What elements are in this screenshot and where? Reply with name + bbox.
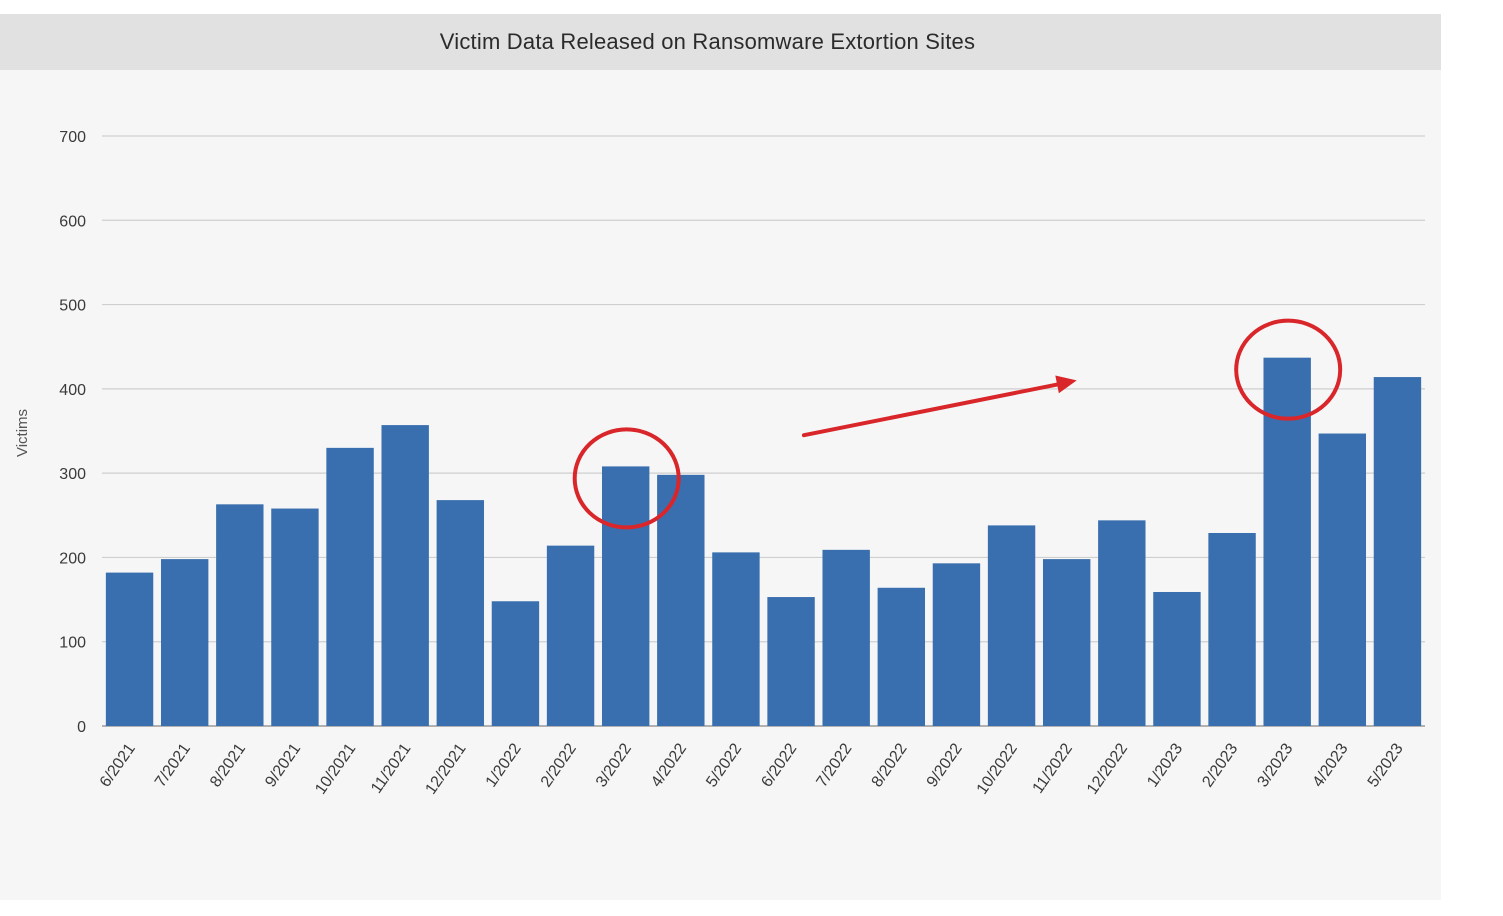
x-tick-label: 3/2023 (1254, 740, 1296, 790)
bar-3/2022 (601, 466, 650, 726)
x-tick-label: 10/2022 (974, 740, 1021, 797)
x-tick-label: 5/2023 (1365, 740, 1407, 790)
x-tick-label: 1/2023 (1144, 740, 1186, 790)
y-tick-label: 200 (59, 550, 86, 567)
bar-2/2023 (1208, 532, 1256, 726)
x-tick-label: 10/2021 (312, 740, 359, 797)
bar-11/2022 (1042, 559, 1091, 726)
x-tick-label: 11/2021 (368, 740, 414, 796)
x-tick-label: 7/2022 (813, 740, 855, 790)
x-tick-label: 3/2022 (593, 740, 635, 790)
x-tick-label: 8/2021 (207, 740, 249, 790)
x-tick-label: 7/2021 (152, 740, 194, 790)
x-tick-label: 9/2021 (262, 740, 304, 790)
bar-9/2021 (271, 508, 319, 726)
y-tick-label: 300 (59, 466, 86, 483)
bar-7/2021 (160, 559, 209, 726)
y-axis-label: Victims (14, 409, 31, 457)
bar-1/2023 (1153, 591, 1201, 726)
x-tick-label: 11/2022 (1030, 740, 1076, 796)
x-tick-label: 6/2021 (97, 740, 139, 790)
bar-12/2021 (436, 500, 485, 726)
y-tick-label: 100 (59, 635, 86, 652)
chart-title: Victim Data Released on Ransomware Extor… (439, 29, 976, 54)
y-tick-label: 500 (59, 298, 86, 315)
y-tick-label: 400 (59, 382, 86, 399)
bar-3/2023 (1263, 357, 1311, 726)
x-tick-label: 2/2023 (1199, 740, 1241, 790)
bar-7/2022 (822, 549, 870, 726)
x-tick-label: 4/2022 (648, 740, 690, 790)
x-tick-label: 12/2021 (422, 740, 469, 797)
bar-11/2021 (381, 425, 429, 726)
bar-8/2021 (216, 504, 264, 726)
y-tick-label: 700 (59, 129, 86, 146)
x-tick-label: 9/2022 (924, 740, 966, 790)
bar-2/2022 (546, 545, 595, 726)
bar-9/2022 (932, 563, 981, 726)
bar-4/2023 (1318, 433, 1367, 726)
trend-arrow-head (1055, 375, 1077, 394)
x-tick-label: 12/2022 (1084, 740, 1131, 797)
x-tick-label: 4/2023 (1310, 740, 1352, 790)
x-tick-label: 6/2022 (758, 740, 800, 790)
bar-1/2022 (491, 601, 540, 726)
highlight-circle (1234, 318, 1343, 421)
x-tick-label: 1/2022 (483, 740, 525, 790)
chart-panel: Victim Data Released on Ransomware Extor… (0, 14, 1441, 900)
x-tick-label: 2/2022 (538, 740, 580, 790)
bar-12/2022 (1098, 520, 1146, 726)
bar-5/2022 (712, 552, 760, 726)
bar-10/2022 (987, 525, 1036, 726)
bar-6/2022 (767, 597, 815, 726)
x-tick-label: 5/2022 (703, 740, 745, 790)
trend-arrow-shaft (801, 381, 1065, 438)
bar-4/2022 (657, 474, 705, 726)
chart-title-bar: Victim Data Released on Ransomware Extor… (0, 14, 1441, 70)
bar-5/2023 (1373, 377, 1422, 726)
bar-6/2021 (105, 572, 154, 726)
y-tick-label: 600 (59, 213, 86, 230)
y-tick-label: 0 (77, 719, 86, 736)
x-tick-label: 8/2022 (869, 740, 911, 790)
bar-10/2021 (326, 447, 374, 726)
highlight-circle (572, 427, 681, 530)
bar-8/2022 (877, 587, 926, 726)
